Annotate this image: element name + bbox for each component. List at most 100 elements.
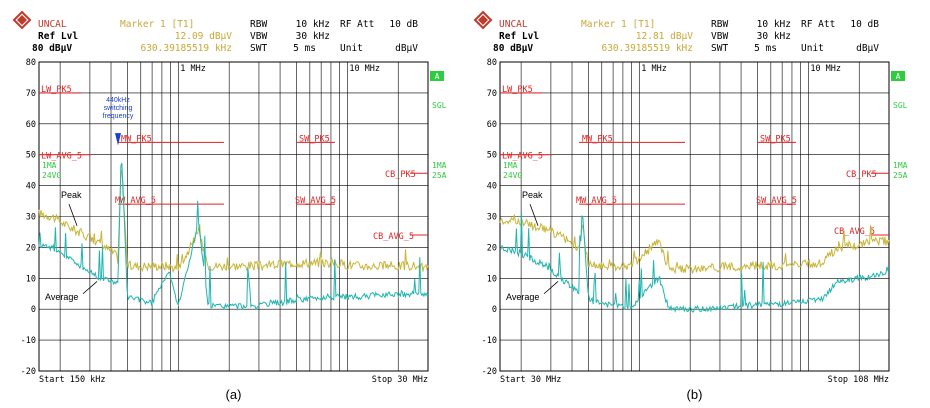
stop-frequency: Stop 108 MHz [828,375,889,385]
limit-label: MW_AVG_5 [576,196,617,206]
uncal-label: UNCAL [499,19,528,30]
average-annotation: Average [45,292,78,302]
left-1ma-label: 1MA [42,161,57,170]
sgl-label: SGL [893,101,908,110]
swt-value: 5 ms [754,43,777,54]
y-tick-label: 70 [26,89,36,99]
limit-label: MW_PK5 [582,134,613,144]
y-tick-label: 0 [31,305,36,315]
y-tick-label: 40 [487,182,497,192]
y-tick-label: 60 [487,120,497,130]
right-sub-label: 25A [893,171,908,180]
start-frequency: Start 150 kHz [39,375,106,385]
decade-label: 1 MHz [641,64,667,74]
unit-value: dBµV [856,43,879,54]
limit-label: LW_AVG_5 [502,152,543,162]
rbw-value: 10 kHz [757,19,791,30]
decade-label: 1 MHz [180,64,206,74]
average-arrow [543,281,559,295]
rf-att-label: RF Att [801,19,835,30]
stop-frequency: Stop 30 MHz [372,375,428,385]
uncal-label: UNCAL [38,19,67,30]
limit-label: MW_PK5 [121,134,152,144]
limit-label: LW_PK5 [502,85,533,95]
left-avg-label: 24VG [503,171,522,180]
right-1ma-label: 1MA [432,161,447,170]
rf-att-value: 10 dB [389,19,418,30]
swt-label: SWT [250,43,267,54]
switching-frequency-annotation: frequency [103,113,134,120]
average-arrow [82,281,98,295]
panel-caption: (a) [226,387,242,402]
marker-value: 12.09 dBµV [175,31,232,42]
y-tick-label: 60 [26,120,36,130]
marker-title: Marker 1 [T1] [581,19,655,30]
right-1ma-label: 1MA [893,161,908,170]
marker-frequency: 630.39185519 kHz [601,43,693,54]
rf-att-value: 10 dB [850,19,879,30]
ref-lvl-label: Ref Lvl [38,31,78,42]
unit-label: Unit [340,43,363,54]
ref-lvl-value: 80 dBµV [493,43,533,54]
y-tick-label: 80 [487,58,497,68]
marker-value: 12.81 dBµV [636,31,693,42]
y-tick-label: 0 [492,305,497,315]
vbw-value: 30 kHz [296,31,330,42]
limit-label: LW_AVG_5 [41,152,82,162]
panel-caption: (b) [687,387,703,402]
rbw-value: 10 kHz [296,19,330,30]
vbw-label: VBW [250,31,267,42]
y-tick-label: 20 [26,243,36,253]
y-tick-label: -10 [21,336,36,346]
trace-a-badge [430,71,444,81]
vbw-label: VBW [711,31,728,42]
limit-label: LW_PK5 [41,85,72,95]
rbw-label: RBW [250,19,267,30]
rbw-label: RBW [711,19,728,30]
unit-value: dBµV [395,43,418,54]
average-trace [499,212,890,314]
peak-trace [38,170,429,274]
y-tick-label: 80 [26,58,36,68]
peak-annotation: Peak [61,190,82,200]
y-tick-label: -20 [21,367,36,377]
decade-label: 10 MHz [810,64,841,74]
y-tick-label: 20 [487,243,497,253]
limit-label: SW_PK5 [760,134,791,144]
limit-label: CB_AVG_5 [373,232,414,242]
y-tick-label: 10 [26,274,36,284]
y-tick-label: 50 [26,151,36,161]
right-sub-label: 25A [432,171,447,180]
unit-label: Unit [801,43,824,54]
y-tick-label: -20 [482,367,497,377]
limit-label: MW_AVG_5 [115,196,156,206]
start-frequency: Start 30 MHz [500,375,561,385]
limit-label: CB_AVG_5 [834,227,875,237]
ref-lvl-label: Ref Lvl [499,31,539,42]
y-tick-label: -10 [482,336,497,346]
y-tick-label: 50 [487,151,497,161]
y-tick-label: 10 [487,274,497,284]
y-tick-label: 40 [26,182,36,192]
y-tick-label: 70 [487,89,497,99]
limit-label: CB_PK5 [385,170,416,180]
rohde-logo-icon [473,10,493,30]
y-tick-label: 30 [26,213,36,223]
peak-arrow [529,204,539,226]
left-1ma-label: 1MA [503,161,518,170]
ref-lvl-value: 80 dBµV [32,43,72,54]
limit-label: CB_PK5 [846,170,877,180]
switching-arrow-icon [115,133,121,146]
peak-trace [499,214,890,275]
rohde-logo-icon [12,10,32,30]
swt-label: SWT [711,43,728,54]
trace-a-label: A [435,72,440,81]
left-avg-label: 24VG [42,171,61,180]
vbw-value: 30 kHz [757,31,791,42]
limit-label: SW_AVG_5 [295,196,336,206]
